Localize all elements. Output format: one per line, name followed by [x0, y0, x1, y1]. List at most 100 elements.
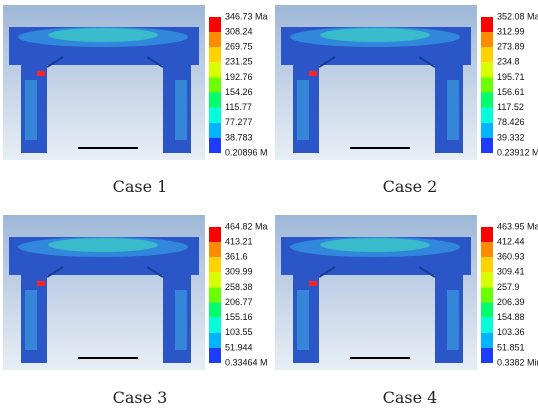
- legend-band: [209, 333, 221, 348]
- legend-band: [481, 138, 493, 153]
- legend-label: 352.08 Max: [497, 11, 538, 21]
- legend-label: 234.8: [497, 57, 520, 67]
- legend-band: [209, 47, 221, 62]
- leg-zone: [25, 80, 37, 140]
- legend-band: [481, 333, 493, 348]
- legend-band: [209, 138, 221, 153]
- result-panel: 464.82 Max 413.21 361.6 309.99 258.38 206.77 1…: [3, 215, 268, 370]
- stress-zone: [290, 27, 460, 47]
- leg-zone: [297, 80, 309, 140]
- legend-label: 103.36: [497, 327, 525, 337]
- leg-zone: [297, 290, 309, 350]
- legend-band: [481, 272, 493, 287]
- legend-label: 346.73 Max: [225, 11, 268, 21]
- legend-label: 38.783: [225, 132, 253, 142]
- leg-zone: [447, 80, 459, 140]
- legend-label: 51.944: [225, 342, 253, 352]
- legend-label: 258.38: [225, 282, 253, 292]
- legend-label: 312.99: [497, 26, 525, 36]
- legend-band: [209, 123, 221, 138]
- legend-band: [209, 17, 221, 32]
- result-panel: 463.95 Max 412.44 360.93 309.41 257.9 206.39 1…: [275, 215, 538, 370]
- legend-label: 51.851: [497, 342, 525, 352]
- legend-band: [481, 303, 493, 318]
- legend-label: 192.76: [225, 72, 253, 82]
- legend-label: 413.21: [225, 236, 253, 246]
- caption: Case 2: [310, 177, 510, 196]
- legend-label: 360.93: [497, 252, 525, 262]
- caption: Case 1: [40, 177, 240, 196]
- legend-band: [209, 348, 221, 363]
- legend-band: [209, 77, 221, 92]
- result-panel: 346.73 Max 308.24 269.75 231.25 192.76 154.26…: [3, 5, 268, 160]
- legend-label: 464.82 Max: [225, 221, 268, 231]
- legend-label: 257.9: [497, 282, 520, 292]
- leg-zone: [25, 290, 37, 350]
- legend-label: 0.20896 Min: [225, 147, 268, 157]
- leg-zone: [175, 80, 187, 140]
- legend-band: [481, 32, 493, 47]
- max-marker: [309, 71, 317, 76]
- legend-band: [481, 47, 493, 62]
- legend-label: 103.55: [225, 327, 253, 337]
- legend-label: 361.6: [225, 252, 248, 262]
- legend-band: [209, 318, 221, 333]
- legend-label: 206.77: [225, 297, 253, 307]
- legend-band: [481, 348, 493, 363]
- legend-band: [209, 32, 221, 47]
- legend-band: [481, 318, 493, 333]
- legend-band: [209, 303, 221, 318]
- legend-band: [481, 93, 493, 108]
- legend-label: 308.24: [225, 26, 253, 36]
- legend-band: [481, 108, 493, 123]
- legend-band: [209, 242, 221, 257]
- legend-label: 0.3382 Min: [497, 357, 538, 367]
- legend-label: 39.332: [497, 132, 525, 142]
- stress-zone: [290, 237, 460, 257]
- legend-band: [481, 227, 493, 242]
- legend-band: [209, 93, 221, 108]
- legend-label: 463.95 Max: [497, 221, 538, 231]
- legend-label: 206.39: [497, 297, 525, 307]
- leg-zone: [447, 290, 459, 350]
- legend-label: 115.77: [225, 102, 252, 112]
- legend-label: 117.52: [497, 102, 524, 112]
- max-marker: [37, 281, 45, 286]
- legend-label: 155.16: [225, 312, 253, 322]
- legend-label: 154.26: [225, 87, 253, 97]
- legend-band: [481, 242, 493, 257]
- max-marker: [37, 71, 45, 76]
- legend-band: [481, 123, 493, 138]
- legend-label: 195.71: [497, 72, 525, 82]
- legend-label: 0.23912 Min: [497, 147, 538, 157]
- caption: Case 4: [310, 388, 510, 407]
- legend-label: 309.41: [497, 267, 525, 277]
- legend-band: [481, 62, 493, 77]
- legend-band: [209, 108, 221, 123]
- caption: Case 3: [40, 388, 240, 407]
- legend-band: [209, 272, 221, 287]
- legend-label: 231.25: [225, 57, 253, 67]
- leg-zone: [175, 290, 187, 350]
- legend-label: 78.426: [497, 117, 525, 127]
- figure: 346.73 Max 308.24 269.75 231.25 192.76 154.26…: [0, 0, 538, 413]
- legend-band: [209, 287, 221, 302]
- legend-band: [481, 257, 493, 272]
- legend-band: [481, 17, 493, 32]
- legend-band: [209, 227, 221, 242]
- legend-label: 273.89: [497, 42, 525, 52]
- stress-zone: [18, 27, 188, 47]
- legend-label: 0.33464 Min: [225, 357, 268, 367]
- legend-label: 309.99: [225, 267, 253, 277]
- result-panel: 352.08 Max 312.99 273.89 234.8 195.71 156.61 1…: [275, 5, 538, 160]
- legend-label: 269.75: [225, 42, 253, 52]
- legend-band: [481, 287, 493, 302]
- legend-label: 412.44: [497, 236, 525, 246]
- max-marker: [309, 281, 317, 286]
- legend-band: [209, 257, 221, 272]
- legend-band: [209, 62, 221, 77]
- stress-zone: [18, 237, 188, 257]
- legend-label: 154.88: [497, 312, 525, 322]
- legend-label: 77.277: [225, 117, 253, 127]
- legend-label: 156.61: [497, 87, 525, 97]
